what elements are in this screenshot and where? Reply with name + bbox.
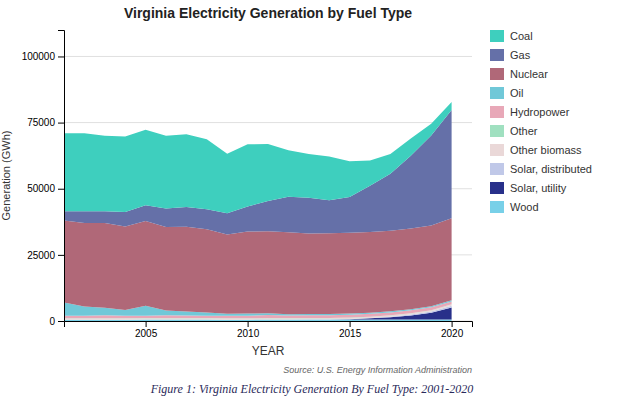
- legend-label: Wood: [510, 201, 539, 213]
- tick: 2020: [441, 321, 464, 339]
- legend-swatch: [490, 30, 504, 42]
- tick-mark: [58, 321, 64, 322]
- area: [64, 218, 452, 314]
- legend-label: Solar, distributed: [510, 163, 592, 175]
- tick-label: 100000: [22, 51, 56, 62]
- legend-swatch: [490, 68, 504, 80]
- y-axis: 0 25000 50000 75000 100000: [22, 31, 65, 327]
- tick-label: 2005: [135, 328, 158, 339]
- tick: 25000: [27, 250, 64, 261]
- tick-mark: [146, 321, 147, 327]
- tick-label: 25000: [27, 250, 55, 261]
- tick: 75000: [27, 117, 64, 128]
- legend-swatch: [490, 182, 504, 194]
- source-note: Source: U.S. Energy Information Administ…: [283, 365, 472, 375]
- tick: 2015: [339, 321, 362, 339]
- legend-label: Other biomass: [510, 144, 582, 156]
- tick-mark: [58, 189, 64, 190]
- tick: 2010: [237, 321, 260, 339]
- tick-mark: [58, 255, 64, 256]
- legend-swatch: [490, 163, 504, 175]
- axis-line: [65, 322, 473, 328]
- legend-swatch: [490, 87, 504, 99]
- legend-item: Solar, utility: [490, 182, 567, 194]
- legend-item: Hydropower: [490, 106, 570, 118]
- title: Virginia Electricity Generation by Fuel …: [124, 5, 412, 21]
- legend-swatch: [490, 144, 504, 156]
- tick: 2005: [135, 321, 158, 339]
- chart: 2005 2010 2015 2020 0 25000 50000 75000 100000 Vi…: [0, 0, 624, 401]
- x-axis: 2005 2010 2015 2020: [65, 321, 473, 339]
- legend-label: Coal: [510, 30, 533, 42]
- x-axis-title: YEAR: [252, 344, 285, 358]
- tick-label: 2010: [237, 328, 260, 339]
- legend-label: Nuclear: [510, 68, 548, 80]
- legend-swatch: [490, 201, 504, 213]
- legend: Coal Gas Nuclear Oil Hydropower Other Other bi…: [490, 30, 592, 213]
- legend-item: Coal: [490, 30, 533, 42]
- axis-line: [58, 31, 65, 322]
- legend-item: Wood: [490, 201, 539, 213]
- caption: Figure 1: Virginia Electricity Generatio…: [150, 382, 474, 396]
- tick-mark: [58, 123, 64, 124]
- tick-label: 50000: [27, 183, 55, 194]
- tick: 0: [49, 316, 64, 327]
- plot: 2005 2010 2015 2020 0 25000 50000 75000 100000 Vi…: [0, 5, 592, 375]
- tick: 100000: [22, 51, 64, 62]
- legend-item: Gas: [490, 49, 531, 61]
- tick-mark: [350, 321, 351, 327]
- grid-line: [64, 56, 472, 57]
- legend-item: Oil: [490, 87, 523, 99]
- legend-label: Oil: [510, 87, 523, 99]
- legend-item: Other biomass: [490, 144, 582, 156]
- tick-label: 75000: [27, 117, 55, 128]
- legend-item: Solar, distributed: [490, 163, 592, 175]
- tick-label: 2015: [339, 328, 362, 339]
- tick-mark: [58, 56, 64, 57]
- legend-item: Nuclear: [490, 68, 548, 80]
- legend-swatch: [490, 49, 504, 61]
- legend-label: Hydropower: [510, 106, 570, 118]
- tick-label: 2020: [441, 328, 464, 339]
- y-axis-title: Generation (GWh): [0, 131, 12, 221]
- areas: [64, 102, 452, 321]
- area: [64, 102, 452, 213]
- tick-mark: [248, 321, 249, 327]
- tick-mark: [452, 321, 453, 327]
- tick-label: 0: [49, 316, 55, 327]
- legend-item: Other: [490, 125, 538, 137]
- legend-label: Other: [510, 125, 538, 137]
- legend-label: Gas: [510, 49, 531, 61]
- grid-line: [64, 122, 472, 123]
- legend-label: Solar, utility: [510, 182, 567, 194]
- legend-swatch: [490, 106, 504, 118]
- legend-swatch: [490, 125, 504, 137]
- tick: 50000: [27, 183, 64, 194]
- grid: [64, 56, 472, 321]
